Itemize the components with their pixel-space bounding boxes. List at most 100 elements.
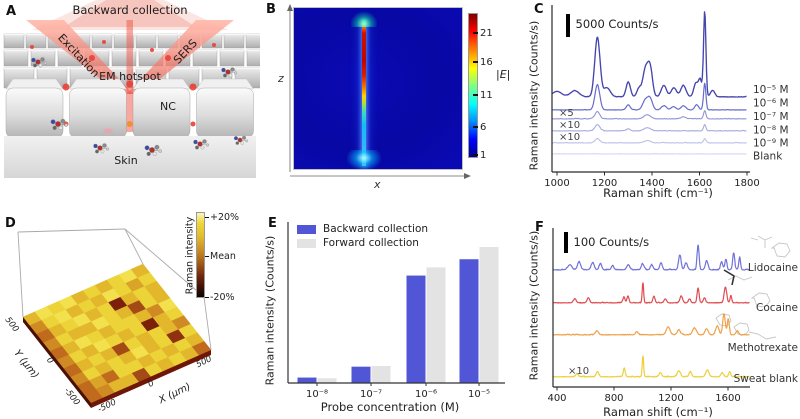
panel-b-axes [287, 4, 471, 179]
molecule-atom [40, 57, 45, 62]
scale-bar-line [566, 14, 570, 37]
y-axis-title: Y (μm) [11, 348, 40, 381]
wall-cube-highlight [37, 68, 67, 70]
wall-cube-highlight [85, 50, 109, 52]
box-edge [17, 228, 126, 233]
x-axis-label: Raman shift (cm⁻¹) [603, 186, 713, 200]
spectrum-trace [553, 244, 751, 271]
colorbar-tick: 6 [473, 122, 486, 133]
colorbar-tick: Mean [205, 251, 236, 262]
panel-label-c: C [534, 2, 544, 17]
molecule-atom [235, 141, 239, 145]
molecule-atom [50, 119, 56, 125]
x-tick-label: 10⁻⁶ [415, 389, 437, 400]
molecule-atom [58, 125, 63, 130]
colorbar-tick: 11 [473, 90, 493, 101]
bar-backward [406, 275, 426, 383]
nanocube [5, 87, 64, 139]
cocaine-bold-fragment [723, 269, 735, 286]
nanocube [196, 87, 254, 139]
hotspot-stripe [362, 20, 366, 166]
wall-cube-highlight [193, 50, 217, 52]
wall-cube [3, 49, 29, 67]
y-axis-label: Raman intensity (Counts/s) [263, 235, 277, 386]
legend-swatch-forward [297, 238, 316, 248]
x-axis-label: Raman shift (cm⁻¹) [603, 405, 713, 419]
spectrum-trace [553, 282, 750, 304]
nanocube-top [5, 78, 64, 90]
box-edge [124, 228, 205, 298]
molecule-atom [233, 71, 238, 75]
molecule-atom [242, 135, 246, 140]
molecule-atom [52, 125, 57, 130]
wall-cube-highlight [247, 50, 260, 52]
spectrum-trace [551, 124, 747, 132]
x-tick-label: 10⁻⁸ [306, 389, 328, 400]
hotspot-dot [126, 80, 134, 88]
wall-cube [219, 49, 245, 67]
molecule-cluster [50, 118, 68, 130]
molecule-atom [195, 145, 199, 150]
spectra-plot: 10⁻⁵ M 10⁻⁶ M10⁻⁷ M ×5 10⁻⁸ M ×10 10⁻⁹ M ×10 Bl… [544, 5, 789, 189]
panel-b-field-map: B z x 21 16 11 6 1 |E| [260, 0, 528, 200]
spectrum-trace [551, 110, 747, 120]
molecule-atom [158, 149, 162, 153]
surface-side-wall [23, 317, 91, 408]
hotspot-dot [189, 83, 197, 91]
field-map-plot [293, 7, 463, 170]
trace-label: 10⁻⁹ M [753, 138, 789, 150]
molecule-atom [102, 143, 107, 148]
molecule-atom [230, 67, 235, 72]
box-edge [17, 231, 24, 318]
scale-bar-line [564, 232, 568, 253]
molecule-atom [105, 147, 110, 151]
multiplier-label: ×10 [559, 132, 580, 143]
lidocaine-molecule-sketch [750, 235, 791, 258]
x-tick-label: 1600 [687, 178, 712, 189]
methotrexate-molecule-sketch [715, 313, 777, 340]
legend-row-forward: Forward collection [297, 236, 428, 250]
molecule-atom [205, 143, 210, 147]
bar-forward [371, 366, 391, 383]
wall-cube-highlight [169, 68, 199, 70]
colorbar-label: Raman intensity [184, 216, 196, 295]
box-edge [203, 296, 212, 351]
collection-glow-inner [64, 0, 196, 27]
molecule-atom [237, 137, 243, 143]
y-axis-label: Raman intensity (Counts/s) [527, 20, 541, 171]
nanocube-scene [3, 20, 260, 178]
spectra-plot: Lidocaine Cocaine Methotrexate Sweat blank ×… [547, 228, 799, 404]
scale-bar: 100 Counts/s [564, 232, 649, 253]
hotspot-dot [190, 121, 196, 127]
molecule-atom [197, 141, 203, 147]
x-tick-label: 1200 [658, 393, 683, 404]
label-em-hotspot: EM hotspot [99, 70, 161, 83]
wall-cube [245, 33, 260, 49]
panel-label-b: B [266, 2, 276, 17]
hotspot-dot [150, 48, 154, 52]
molecule-atom [55, 121, 61, 127]
molecule-atom [152, 151, 157, 156]
gap-beam [126, 20, 133, 132]
molecule-atom [97, 145, 103, 151]
molecule-atom [144, 145, 150, 151]
wall-cube-highlight [224, 34, 244, 36]
x-axis-label: Probe concentration (M) [320, 400, 460, 414]
trace-label: Lidocaine [748, 262, 798, 274]
trace-label: Blank [753, 151, 783, 163]
bar-forward [317, 378, 337, 383]
scale-bar-text: 100 Counts/s [573, 235, 650, 249]
molecule-atom [202, 139, 207, 144]
legend-row-backward: Backward collection [297, 222, 428, 236]
x-axis-arrowhead [464, 173, 471, 179]
trace-label: Cocaine [756, 302, 798, 314]
x-tick-label: 1200 [592, 178, 617, 189]
panel-d-intensity-map: D 500 0 -500 -500 0 500 Y (μm) X (μm) Raman int… [0, 200, 255, 419]
wall-cube-highlight [103, 68, 133, 70]
wall-cube [192, 49, 218, 67]
wall-cube-highlight [4, 68, 34, 70]
skin-surface [4, 136, 256, 178]
molecule-atom [95, 149, 99, 154]
wall-cube-highlight [4, 50, 28, 52]
wall-cube-highlight [112, 50, 136, 52]
